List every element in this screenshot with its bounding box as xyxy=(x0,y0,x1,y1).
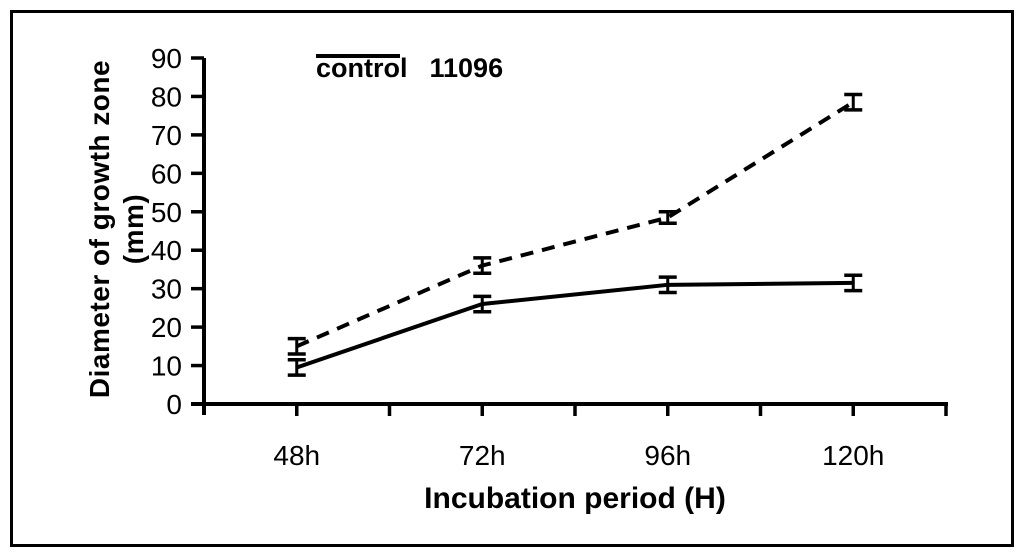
figure-border xyxy=(10,10,1014,547)
x-tick-label: 72h xyxy=(459,440,506,471)
y-axis-title: Diameter of growth zone (mm) xyxy=(84,59,149,399)
y-tick-label: 70 xyxy=(151,120,182,151)
y-tick-label: 80 xyxy=(151,81,182,112)
y-tick-label: 50 xyxy=(151,197,182,228)
x-axis-title: Incubation period (H) xyxy=(424,482,726,515)
y-tick-label: 10 xyxy=(151,351,182,382)
legend-item-11096: 11096 xyxy=(316,52,504,84)
y-tick-label: 60 xyxy=(151,158,182,189)
y-tick-label: 30 xyxy=(151,274,182,305)
y-tick-label: 40 xyxy=(151,235,182,266)
solid-line-sample-icon xyxy=(316,54,400,58)
y-tick-label: 0 xyxy=(166,389,182,420)
legend-label-11096: 11096 xyxy=(429,53,504,83)
x-tick-label: 120h xyxy=(822,440,884,471)
y-tick-label: 90 xyxy=(151,43,182,74)
x-tick-label: 48h xyxy=(273,440,320,471)
x-tick-label: 96h xyxy=(644,440,691,471)
series-line-11096 xyxy=(296,280,854,370)
series-line-control xyxy=(295,100,855,349)
y-tick-label: 20 xyxy=(151,312,182,343)
chart-legend: control 11096 xyxy=(316,52,503,84)
